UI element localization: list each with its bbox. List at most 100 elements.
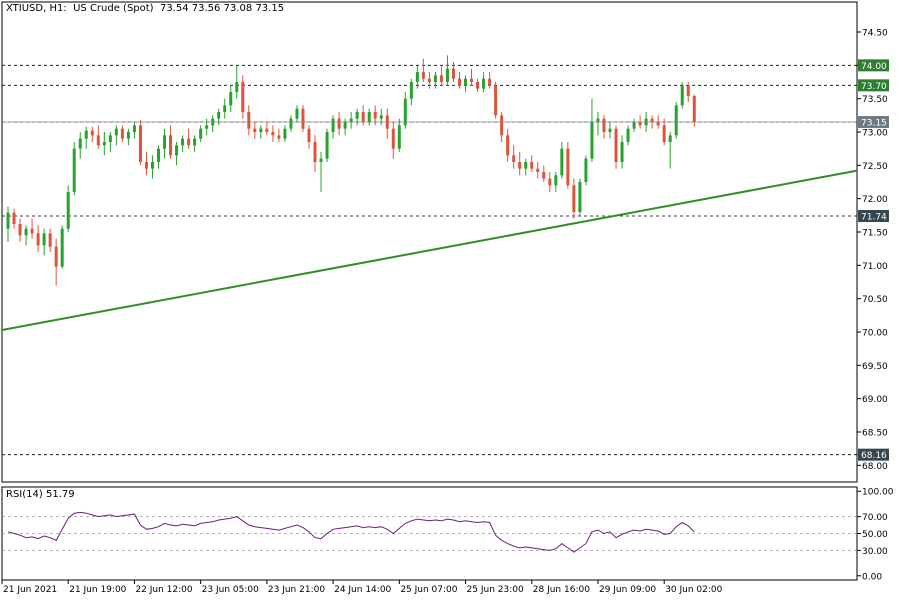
- price-level-label-bg: [858, 59, 889, 72]
- price-level-label: 71.74: [861, 213, 887, 223]
- candle-body: [464, 78, 468, 86]
- candle-body: [409, 82, 413, 99]
- candle-body: [24, 228, 28, 236]
- candle-body: [518, 162, 522, 169]
- candle-body: [199, 128, 203, 139]
- price-level-label: 73.70: [861, 82, 887, 92]
- candle-body: [30, 228, 34, 234]
- candle-body: [482, 78, 486, 89]
- price-tick-label: 71.50: [862, 229, 888, 239]
- price-level-label-bg: [858, 210, 889, 222]
- candle-body: [656, 122, 660, 126]
- candle-body: [60, 228, 64, 267]
- rsi-tick-label: 0.00: [862, 572, 882, 582]
- candle-body: [175, 145, 179, 156]
- candle-body: [169, 135, 173, 156]
- candle-body: [108, 135, 112, 142]
- candle-body: [512, 155, 516, 162]
- time-tick-label: 28 Jun 16:00: [533, 585, 590, 595]
- candle-body: [181, 138, 185, 146]
- candle-body: [379, 115, 383, 119]
- candle-body: [265, 128, 269, 132]
- price-tick-label: 69.50: [862, 362, 888, 372]
- candle-body: [163, 135, 167, 149]
- ohlc-high: 73.56: [191, 3, 221, 14]
- candle-body: [439, 75, 443, 82]
- candle-body: [403, 98, 407, 126]
- candle-body: [650, 118, 654, 122]
- candle-body: [120, 128, 124, 139]
- candle-body: [397, 125, 401, 149]
- candle-body: [247, 112, 251, 129]
- candle-body: [458, 78, 461, 86]
- candle-body: [223, 105, 227, 112]
- time-tick-label: 25 Jun 23:00: [467, 585, 524, 595]
- candle-body: [620, 142, 624, 162]
- price-level-label: 73.15: [861, 119, 887, 129]
- time-tick-label: 22 Jun 12:00: [135, 585, 192, 595]
- candle-body: [283, 128, 287, 139]
- candle-body: [361, 112, 365, 122]
- time-tick-label: 30 Jun 02:00: [665, 585, 722, 595]
- candle-body: [548, 178, 552, 186]
- candle-body: [638, 122, 642, 126]
- candle-body: [578, 182, 582, 212]
- candle-body: [295, 108, 299, 119]
- price-tick-label: 69.00: [862, 395, 888, 405]
- candle-body: [427, 78, 431, 82]
- candle-body: [114, 128, 118, 136]
- candle-body: [36, 233, 40, 246]
- candle-body: [150, 162, 154, 169]
- candle-body: [325, 132, 329, 159]
- candle-body: [90, 130, 94, 136]
- candle-body: [205, 125, 209, 129]
- candle-body: [132, 125, 136, 132]
- main-plot-frame: [1, 1, 858, 483]
- candle-body: [500, 115, 504, 136]
- candle-body: [229, 92, 233, 106]
- rsi-name: RSI(14): [6, 489, 43, 500]
- candle-body: [536, 168, 540, 172]
- chart-legend: XTIUSD, H1: US Crude (Spot) 73.54 73.56 …: [6, 3, 285, 14]
- candle-body: [470, 78, 474, 82]
- instrument-name: US Crude (Spot): [73, 3, 154, 14]
- price-tick-label: 72.50: [862, 162, 888, 172]
- candle-body: [391, 128, 395, 149]
- candle-body: [78, 138, 82, 149]
- candle-body: [421, 72, 425, 79]
- time-tick-label: 21 Jun 19:00: [69, 585, 126, 595]
- ohlc-low: 73.08: [223, 3, 253, 14]
- price-level-label-bg: [858, 79, 889, 92]
- candle-body: [668, 135, 672, 142]
- candle-body: [313, 142, 317, 162]
- time-tick-label: 24 Jun 14:00: [334, 585, 391, 595]
- time-tick-label: 23 Jun 05:00: [202, 585, 259, 595]
- time-tick-label: 29 Jun 09:00: [599, 585, 656, 595]
- candle-body: [84, 130, 88, 139]
- candle-body: [102, 142, 106, 146]
- price-tick-label: 70.50: [862, 295, 888, 305]
- candle-body: [18, 224, 22, 236]
- candle-body: [307, 128, 311, 142]
- candle-body: [126, 132, 130, 139]
- candle-body: [542, 172, 546, 179]
- symbol-label: XTIUSD: [6, 3, 44, 14]
- candle-body: [6, 212, 10, 229]
- candle-body: [451, 68, 455, 79]
- candle-body: [632, 122, 636, 129]
- rsi-line: [7, 511, 695, 553]
- rsi-value: 51.79: [45, 489, 75, 500]
- candle-body: [343, 122, 347, 129]
- candle-body: [349, 118, 353, 122]
- candle-body: [289, 118, 293, 129]
- candle-body: [355, 112, 359, 119]
- timeframe-label: H1: [49, 3, 64, 14]
- candle-body: [530, 162, 534, 169]
- candle-body: [235, 82, 239, 92]
- price-level-label-bg: [858, 448, 889, 461]
- candle-body: [241, 82, 245, 112]
- candle-body: [187, 138, 191, 146]
- candle-body: [217, 112, 221, 119]
